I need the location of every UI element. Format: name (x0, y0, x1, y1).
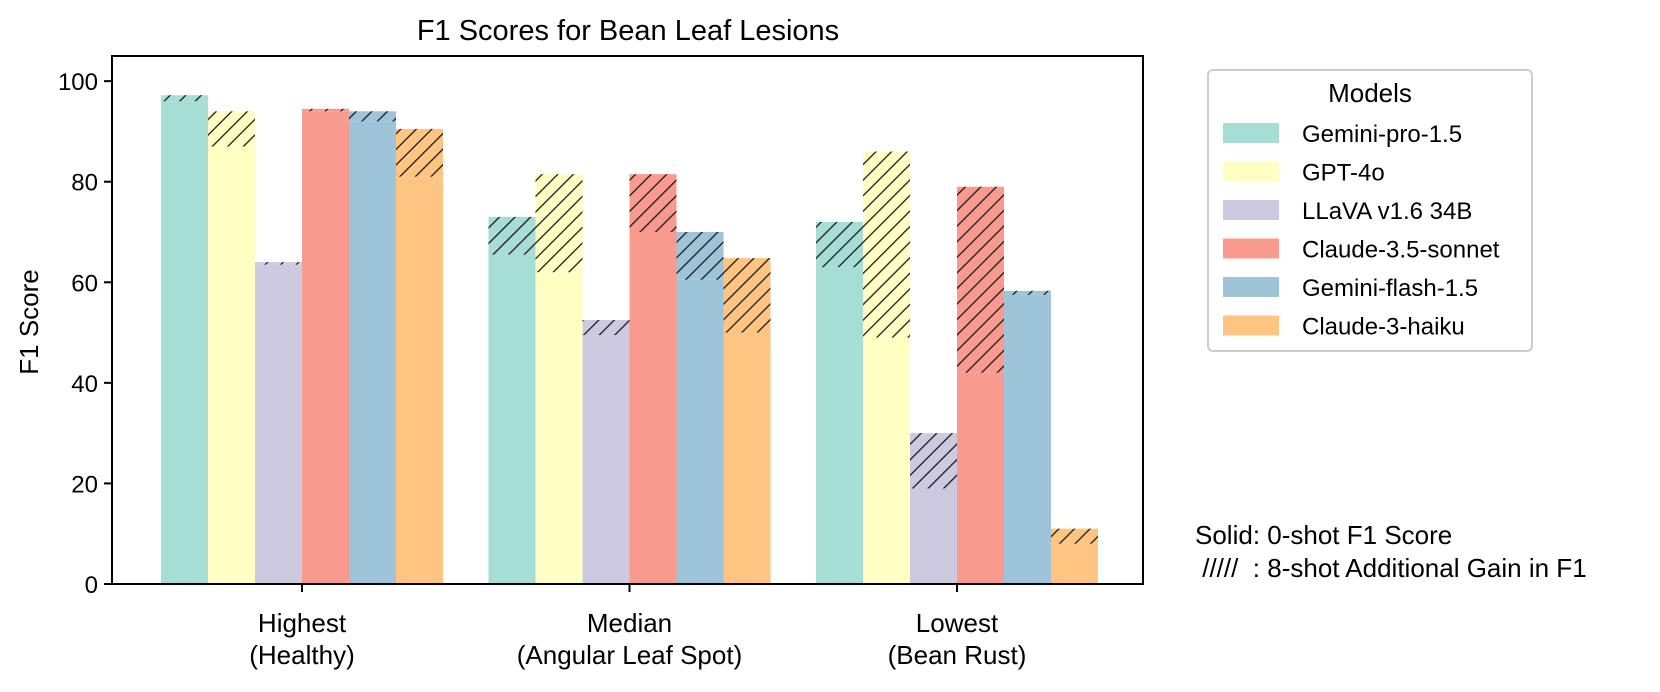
bar-zero-shot (161, 101, 208, 584)
bar-gain-hatch (816, 221, 863, 268)
legend-label: Claude-3-haiku (1302, 314, 1465, 341)
legend-swatch (1223, 277, 1279, 297)
y-tick-label: 20 (71, 471, 98, 498)
solid-annotation: Solid: 0-shot F1 Score (1195, 520, 1452, 550)
bar-gain-hatch (582, 320, 630, 336)
bar-gain-hatch (1051, 528, 1098, 544)
bar-zero-shot (535, 272, 583, 584)
y-tick-label: 60 (71, 270, 98, 297)
y-tick-label: 40 (71, 371, 98, 398)
bar-gain-hatch (676, 232, 724, 280)
legend-title: Models (1328, 78, 1412, 108)
bar-gain-hatch (208, 111, 255, 147)
bar-zero-shot (1004, 294, 1051, 584)
bar-gain-hatch (1004, 290, 1051, 295)
plot-frame (111, 55, 1144, 585)
y-tick-label: 80 (71, 170, 98, 197)
legend: Models Gemini-pro-1.5 GPT-4o LLaVA v1.6 34… (1207, 69, 1533, 352)
bar-zero-shot (255, 264, 302, 584)
legend-label: Claude-3.5-sonnet (1302, 237, 1500, 264)
legend-swatch (1223, 123, 1279, 143)
bar-gain-hatch (161, 95, 208, 102)
legend-frame (1207, 69, 1533, 352)
bar-zero-shot (629, 232, 677, 584)
bar-zero-shot (957, 372, 1004, 584)
y-tick-label: 100 (58, 69, 98, 96)
bar-zero-shot (488, 254, 536, 584)
legend-swatch (1223, 161, 1279, 182)
bar-zero-shot (676, 279, 724, 584)
bar-gain-hatch (629, 174, 677, 232)
legend-label: GPT-4o (1302, 160, 1385, 187)
legend-label: Gemini-flash-1.5 (1302, 275, 1478, 302)
bar-zero-shot (582, 335, 630, 584)
bar-zero-shot (208, 146, 255, 584)
x-tick-label: (Angular Leaf Spot) (517, 640, 742, 670)
bar-gain-hatch (255, 262, 302, 265)
legend-items: Gemini-pro-1.5 GPT-4o LLaVA v1.6 34B Claude… (1223, 121, 1500, 341)
bar-gain-hatch (349, 111, 396, 122)
legend-swatch (1223, 315, 1279, 336)
chart-title: F1 Scores for Bean Leaf Lesions (417, 15, 839, 47)
legend-label: Gemini-pro-1.5 (1302, 121, 1462, 148)
bar-zero-shot (1051, 543, 1098, 584)
legend-swatch (1223, 238, 1279, 259)
x-tick-label: Median (587, 608, 672, 638)
bar-gain-hatch (535, 174, 583, 273)
bar-zero-shot (863, 337, 910, 584)
x-tick-label: (Healthy) (249, 640, 354, 670)
bar-zero-shot (396, 176, 443, 584)
x-tick-label: Highest (258, 608, 347, 638)
bar-zero-shot (910, 488, 957, 584)
bar-zero-shot (302, 111, 349, 585)
bar-gain-hatch (957, 186, 1004, 373)
hatch-annotation: ///// : 8-shot Additional Gain in F1 (1195, 553, 1587, 583)
bar-zero-shot (349, 121, 396, 584)
bar-gain-hatch (723, 258, 771, 333)
bar-gain-hatch (863, 151, 910, 338)
bar-gain-hatch (910, 433, 957, 489)
legend-swatch (1223, 200, 1279, 220)
x-tick-label: (Bean Rust) (888, 640, 1027, 670)
y-axis-label: F1 Score (14, 269, 44, 375)
x-tick-label: Lowest (916, 608, 999, 638)
ticks-layer: Highest(Healthy) Median(Angular Leaf Spot… (58, 69, 1026, 670)
bar-zero-shot (816, 267, 863, 584)
bar-zero-shot (723, 332, 771, 584)
legend-label: LLaVA v1.6 34B (1302, 198, 1472, 225)
bars-layer (161, 95, 1098, 585)
y-tick-label: 0 (85, 572, 98, 599)
bar-gain-hatch (488, 216, 536, 255)
bar-gain-hatch (302, 108, 349, 112)
bar-gain-hatch (396, 128, 443, 177)
